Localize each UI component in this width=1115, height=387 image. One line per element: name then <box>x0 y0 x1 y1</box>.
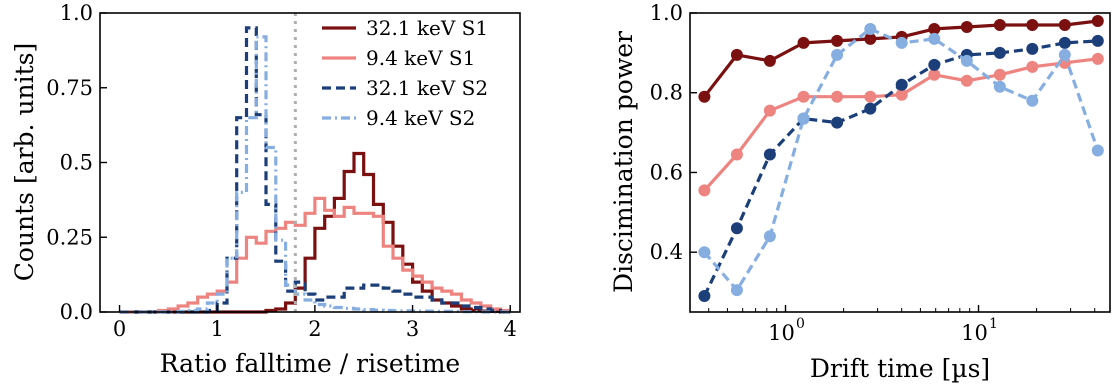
y-tick-label: 0.75 <box>46 76 93 100</box>
data-point <box>1091 52 1104 65</box>
data-point <box>960 20 973 33</box>
data-point <box>797 112 810 125</box>
data-point <box>730 148 743 161</box>
discrimination-y-axis-label: Discimination power <box>609 31 638 293</box>
data-point <box>928 22 941 35</box>
legend-label: 9.4 keV S2 <box>366 106 475 130</box>
data-point <box>993 80 1006 93</box>
y-tick-label: 1.0 <box>60 1 93 25</box>
histogram-series-1 <box>119 151 511 314</box>
data-point <box>864 90 877 103</box>
y-tick-label: 0.6 <box>650 160 683 184</box>
discrimination-panel: 10 0 10 1 0.40.60.81.0 Drift time [µs] Disc… <box>609 1 1111 383</box>
y-tick-label: 0.4 <box>650 240 683 264</box>
data-point <box>960 74 973 87</box>
histogram-y-ticks: 0.0 0.25 0.5 0.75 1.0 <box>46 1 107 324</box>
data-point <box>730 222 743 235</box>
data-point <box>831 90 844 103</box>
data-point <box>698 184 711 197</box>
data-point <box>864 22 877 35</box>
data-point <box>1058 48 1071 61</box>
data-point <box>763 230 776 243</box>
y-tick-label: 1.0 <box>650 1 683 25</box>
data-point <box>1026 60 1039 73</box>
data-point <box>1091 144 1104 157</box>
histogram-x-ticks: 0 1 2 3 4 <box>113 305 517 341</box>
data-point <box>895 88 908 101</box>
legend-label: 32.1 keV S2 <box>366 76 488 100</box>
data-point <box>1026 94 1039 107</box>
legend-label: 9.4 keV S1 <box>366 46 475 70</box>
x-tick-label: 2 <box>308 317 321 341</box>
x-tick-label: 1 <box>211 317 224 341</box>
data-point <box>928 58 941 71</box>
discrimination-series-group <box>698 14 1104 303</box>
data-point <box>831 116 844 129</box>
data-point <box>698 90 711 103</box>
data-point <box>1091 34 1104 47</box>
discrimination-series-line-2 <box>703 57 1098 192</box>
discrimination-x-axis-label: Drift time [µs] <box>810 354 990 383</box>
data-point <box>763 104 776 117</box>
data-point <box>730 284 743 297</box>
data-point <box>831 48 844 61</box>
data-point <box>797 90 810 103</box>
x-tick-label: 4 <box>504 317 517 341</box>
data-point <box>698 246 711 259</box>
x-tick-label: 10 <box>768 321 795 345</box>
histogram-y-axis-label: Counts [arb. units] <box>10 43 39 282</box>
data-point <box>928 68 941 81</box>
data-point <box>1058 18 1071 31</box>
legend-label: 32.1 keV S1 <box>366 16 488 40</box>
data-point <box>831 34 844 47</box>
y-tick-label: 0.5 <box>60 151 93 175</box>
histogram-x-axis-label: Ratio falltime / risetime <box>160 349 460 378</box>
discrimination-axes-frame <box>689 12 1111 313</box>
data-point <box>1091 14 1104 27</box>
data-point <box>1026 42 1039 55</box>
histogram-series-3 <box>119 26 511 314</box>
data-point <box>895 36 908 49</box>
data-point <box>797 36 810 49</box>
data-point <box>993 18 1006 31</box>
y-tick-label: 0.0 <box>60 300 93 324</box>
histogram-series-2 <box>119 196 511 314</box>
x-tick-label: 3 <box>406 317 419 341</box>
data-point <box>993 46 1006 59</box>
x-tick-exponent: 0 <box>796 316 805 332</box>
histogram-panel: 0 1 2 3 4 0.0 0.25 0.5 0.75 1.0 Ratio falltime /… <box>10 1 521 378</box>
x-tick-label: 0 <box>113 317 126 341</box>
discrimination-y-ticks: 0.4 0.6 0.8 1.0 <box>650 1 697 264</box>
data-point <box>928 32 941 45</box>
discrimination-series-line-4 <box>703 27 1100 292</box>
histogram-series-4 <box>119 35 511 314</box>
data-point <box>698 290 711 303</box>
data-point <box>895 78 908 91</box>
data-point <box>1058 36 1071 49</box>
x-tick-exponent: 1 <box>989 316 998 332</box>
y-tick-label: 0.25 <box>46 225 93 249</box>
x-tick-label: 10 <box>961 321 988 345</box>
data-point <box>960 54 973 67</box>
y-tick-label: 0.8 <box>650 81 683 105</box>
histogram-legend: 32.1 keV S1 9.4 keV S1 32.1 keV S2 9.4 keV … <box>322 16 488 130</box>
data-point <box>763 54 776 67</box>
histogram-series-group <box>119 26 511 314</box>
data-point <box>993 68 1006 81</box>
discrimination-x-ticks: 10 0 10 1 <box>708 305 1096 345</box>
data-point <box>864 102 877 115</box>
data-point <box>864 32 877 45</box>
data-point <box>730 48 743 61</box>
data-point <box>763 148 776 161</box>
data-point <box>1026 18 1039 31</box>
